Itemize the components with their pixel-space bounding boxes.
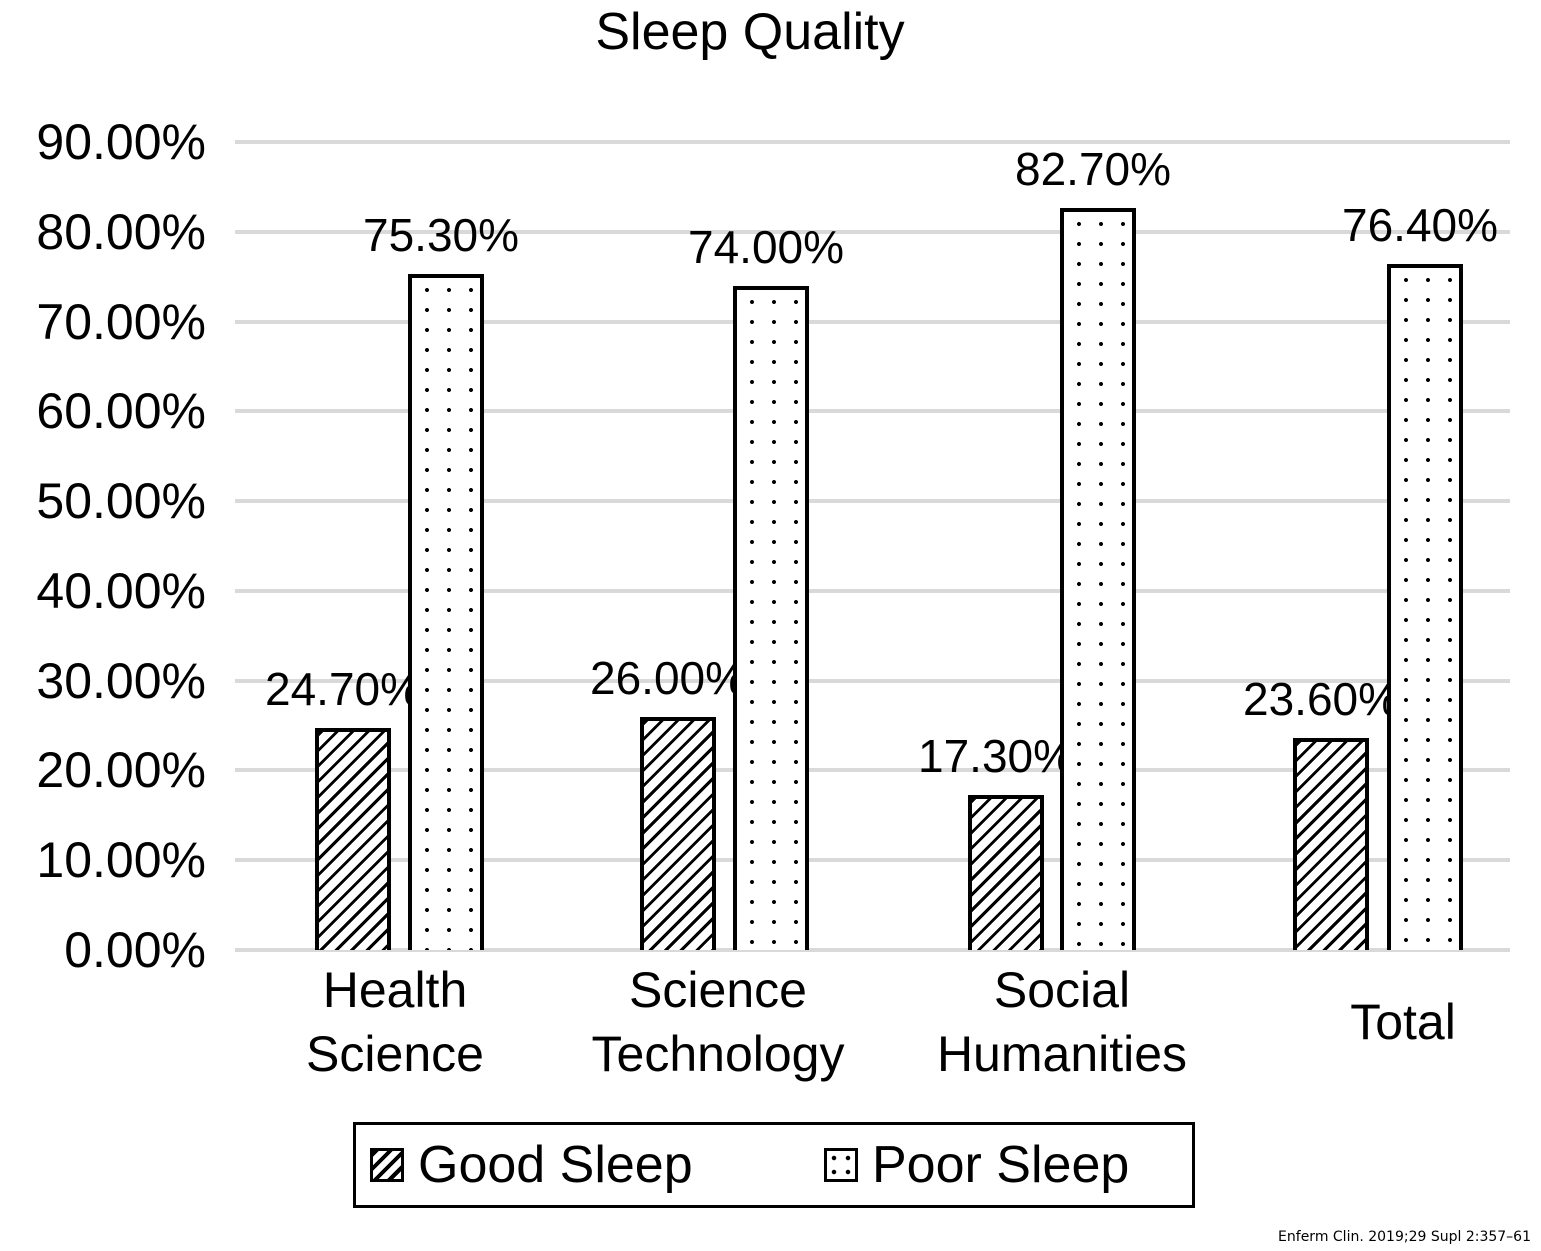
y-tick-label: 0.00% — [64, 922, 206, 978]
data-label: 17.30% — [917, 729, 1075, 782]
gridline — [235, 229, 1510, 234]
bar-good-sleep — [315, 728, 391, 950]
data-label: 26.00% — [589, 651, 747, 704]
bar-good-sleep — [1293, 738, 1369, 950]
y-tick-label: 50.00% — [36, 473, 206, 530]
data-label: 82.70% — [1014, 142, 1172, 195]
x-category-label: Health Science — [306, 962, 484, 1082]
data-label: 74.00% — [687, 220, 845, 273]
bar-poor-sleep — [408, 273, 484, 950]
legend: Good Sleep Poor Sleep — [353, 1122, 1195, 1208]
gridline — [235, 678, 1510, 683]
x-category-label: Social Humanities — [936, 962, 1188, 1082]
data-label: 23.60% — [1242, 673, 1400, 726]
y-tick-label: 10.00% — [36, 832, 206, 889]
source-citation: Enferm Clin. 2019;29 Supl 2:357–61 — [1278, 1229, 1531, 1245]
gridline — [235, 499, 1510, 504]
y-tick-label: 60.00% — [36, 383, 206, 440]
y-tick-label: 70.00% — [36, 293, 206, 350]
bar-good-sleep — [968, 794, 1044, 950]
x-category-label: Total — [1350, 994, 1456, 1050]
y-tick-label: 80.00% — [36, 203, 206, 260]
hatch-swatch-icon — [370, 1148, 404, 1182]
gridline — [235, 948, 1510, 952]
legend-item-poor-sleep: Poor Sleep — [824, 1135, 1129, 1195]
data-label: 76.40% — [1341, 199, 1499, 252]
bar-poor-sleep — [733, 285, 809, 950]
bar-poor-sleep — [1387, 264, 1463, 950]
gridline — [235, 588, 1510, 593]
bar-good-sleep — [640, 716, 716, 950]
x-category-label: Science Technology — [591, 962, 845, 1082]
y-tick-label: 20.00% — [36, 742, 206, 799]
gridline — [235, 319, 1510, 324]
y-tick-label: 90.00% — [36, 114, 206, 170]
y-tick-label: 30.00% — [36, 652, 206, 709]
data-label: 24.70% — [264, 663, 422, 716]
gridline — [235, 409, 1510, 414]
gridline — [235, 768, 1510, 773]
dotted-swatch-icon — [824, 1148, 858, 1182]
gridline — [235, 140, 1510, 144]
y-tick-label: 40.00% — [36, 562, 206, 619]
data-label: 75.30% — [362, 208, 520, 261]
gridline — [235, 858, 1510, 863]
legend-item-good-sleep: Good Sleep — [370, 1135, 693, 1195]
chart-title: Sleep Quality — [595, 3, 905, 61]
legend-label: Good Sleep — [418, 1136, 693, 1194]
legend-label: Poor Sleep — [872, 1136, 1130, 1194]
bar-poor-sleep — [1060, 207, 1136, 950]
